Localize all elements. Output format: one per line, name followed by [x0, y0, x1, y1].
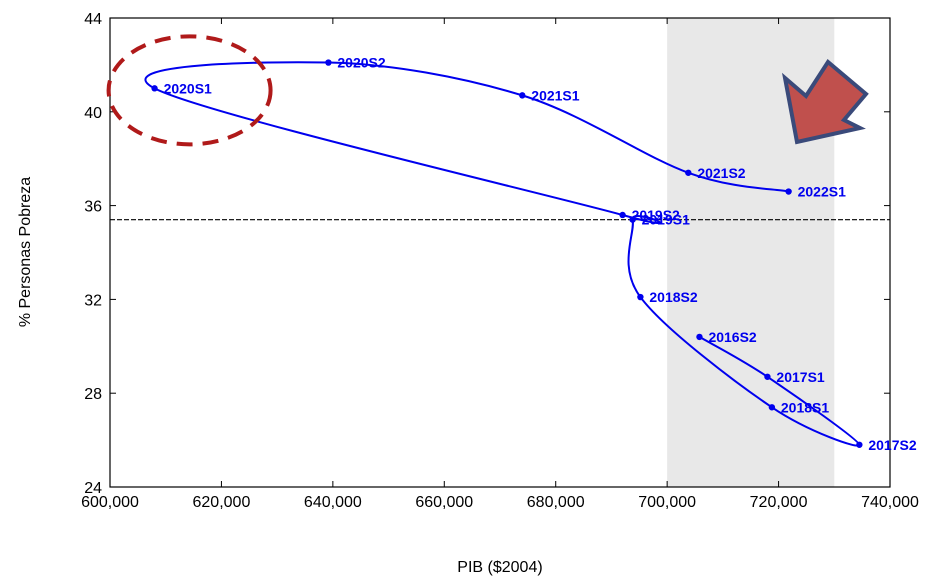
y-tick-label: 44	[84, 11, 102, 28]
data-point	[856, 441, 863, 448]
data-point	[151, 85, 158, 92]
y-tick-label: 28	[84, 386, 102, 403]
data-point	[629, 216, 636, 223]
points-layer: 2016S2 2017S1 2017S2 2018S1 2018S2 2019S12019…	[151, 55, 917, 453]
x-tick-label: 640,000	[304, 494, 362, 511]
data-point-label: 2018S1	[781, 399, 829, 415]
x-tick-label: 680,000	[527, 494, 585, 511]
y-tick-label: 32	[84, 292, 102, 309]
data-point	[785, 188, 792, 195]
x-axis-title: PIB ($2004)	[457, 559, 542, 576]
plot-frame	[109, 17, 891, 488]
data-point-label: 2021S1	[531, 87, 579, 103]
data-point	[325, 59, 332, 66]
data-point-label: 2017S2	[868, 437, 916, 453]
x-tick-label: 620,000	[193, 494, 251, 511]
x-tick-label: 660,000	[415, 494, 473, 511]
data-point	[519, 92, 526, 99]
data-point	[637, 293, 644, 301]
data-point-label: 2019S1	[642, 212, 690, 228]
y-tick-label: 36	[84, 199, 102, 216]
axes: 600,000 620,000 640,000 660,000 680,000 700,0…	[81, 11, 919, 511]
data-point	[685, 169, 692, 176]
y-axis-title: % Personas Pobreza	[17, 177, 34, 327]
data-point-label: 2019S2	[632, 207, 680, 223]
data-point-label: 2020S2	[337, 55, 385, 71]
data-point-label: 2016S2	[708, 329, 756, 345]
data-point	[768, 404, 776, 411]
data-point	[764, 373, 771, 380]
data-point-label: 2022S1	[798, 184, 846, 200]
arrow-annotation	[781, 59, 869, 145]
dashed-ellipse-highlight	[106, 34, 273, 147]
annotation-layer	[106, 34, 869, 147]
data-point-label: 2018S2	[649, 289, 697, 305]
x-tick-label: 720,000	[750, 494, 808, 511]
data-point-label: 2021S2	[697, 165, 745, 181]
data-point-label: 2017S1	[776, 369, 824, 385]
data-point	[696, 333, 703, 341]
y-tick-label: 24	[84, 480, 102, 497]
data-point-label: 2020S1	[164, 80, 212, 96]
y-tick-label: 40	[84, 105, 102, 122]
x-tick-label: 740,000	[861, 494, 919, 511]
x-tick-label: 600,000	[81, 494, 139, 511]
data-point	[619, 211, 626, 219]
x-tick-label: 700,000	[638, 494, 696, 511]
